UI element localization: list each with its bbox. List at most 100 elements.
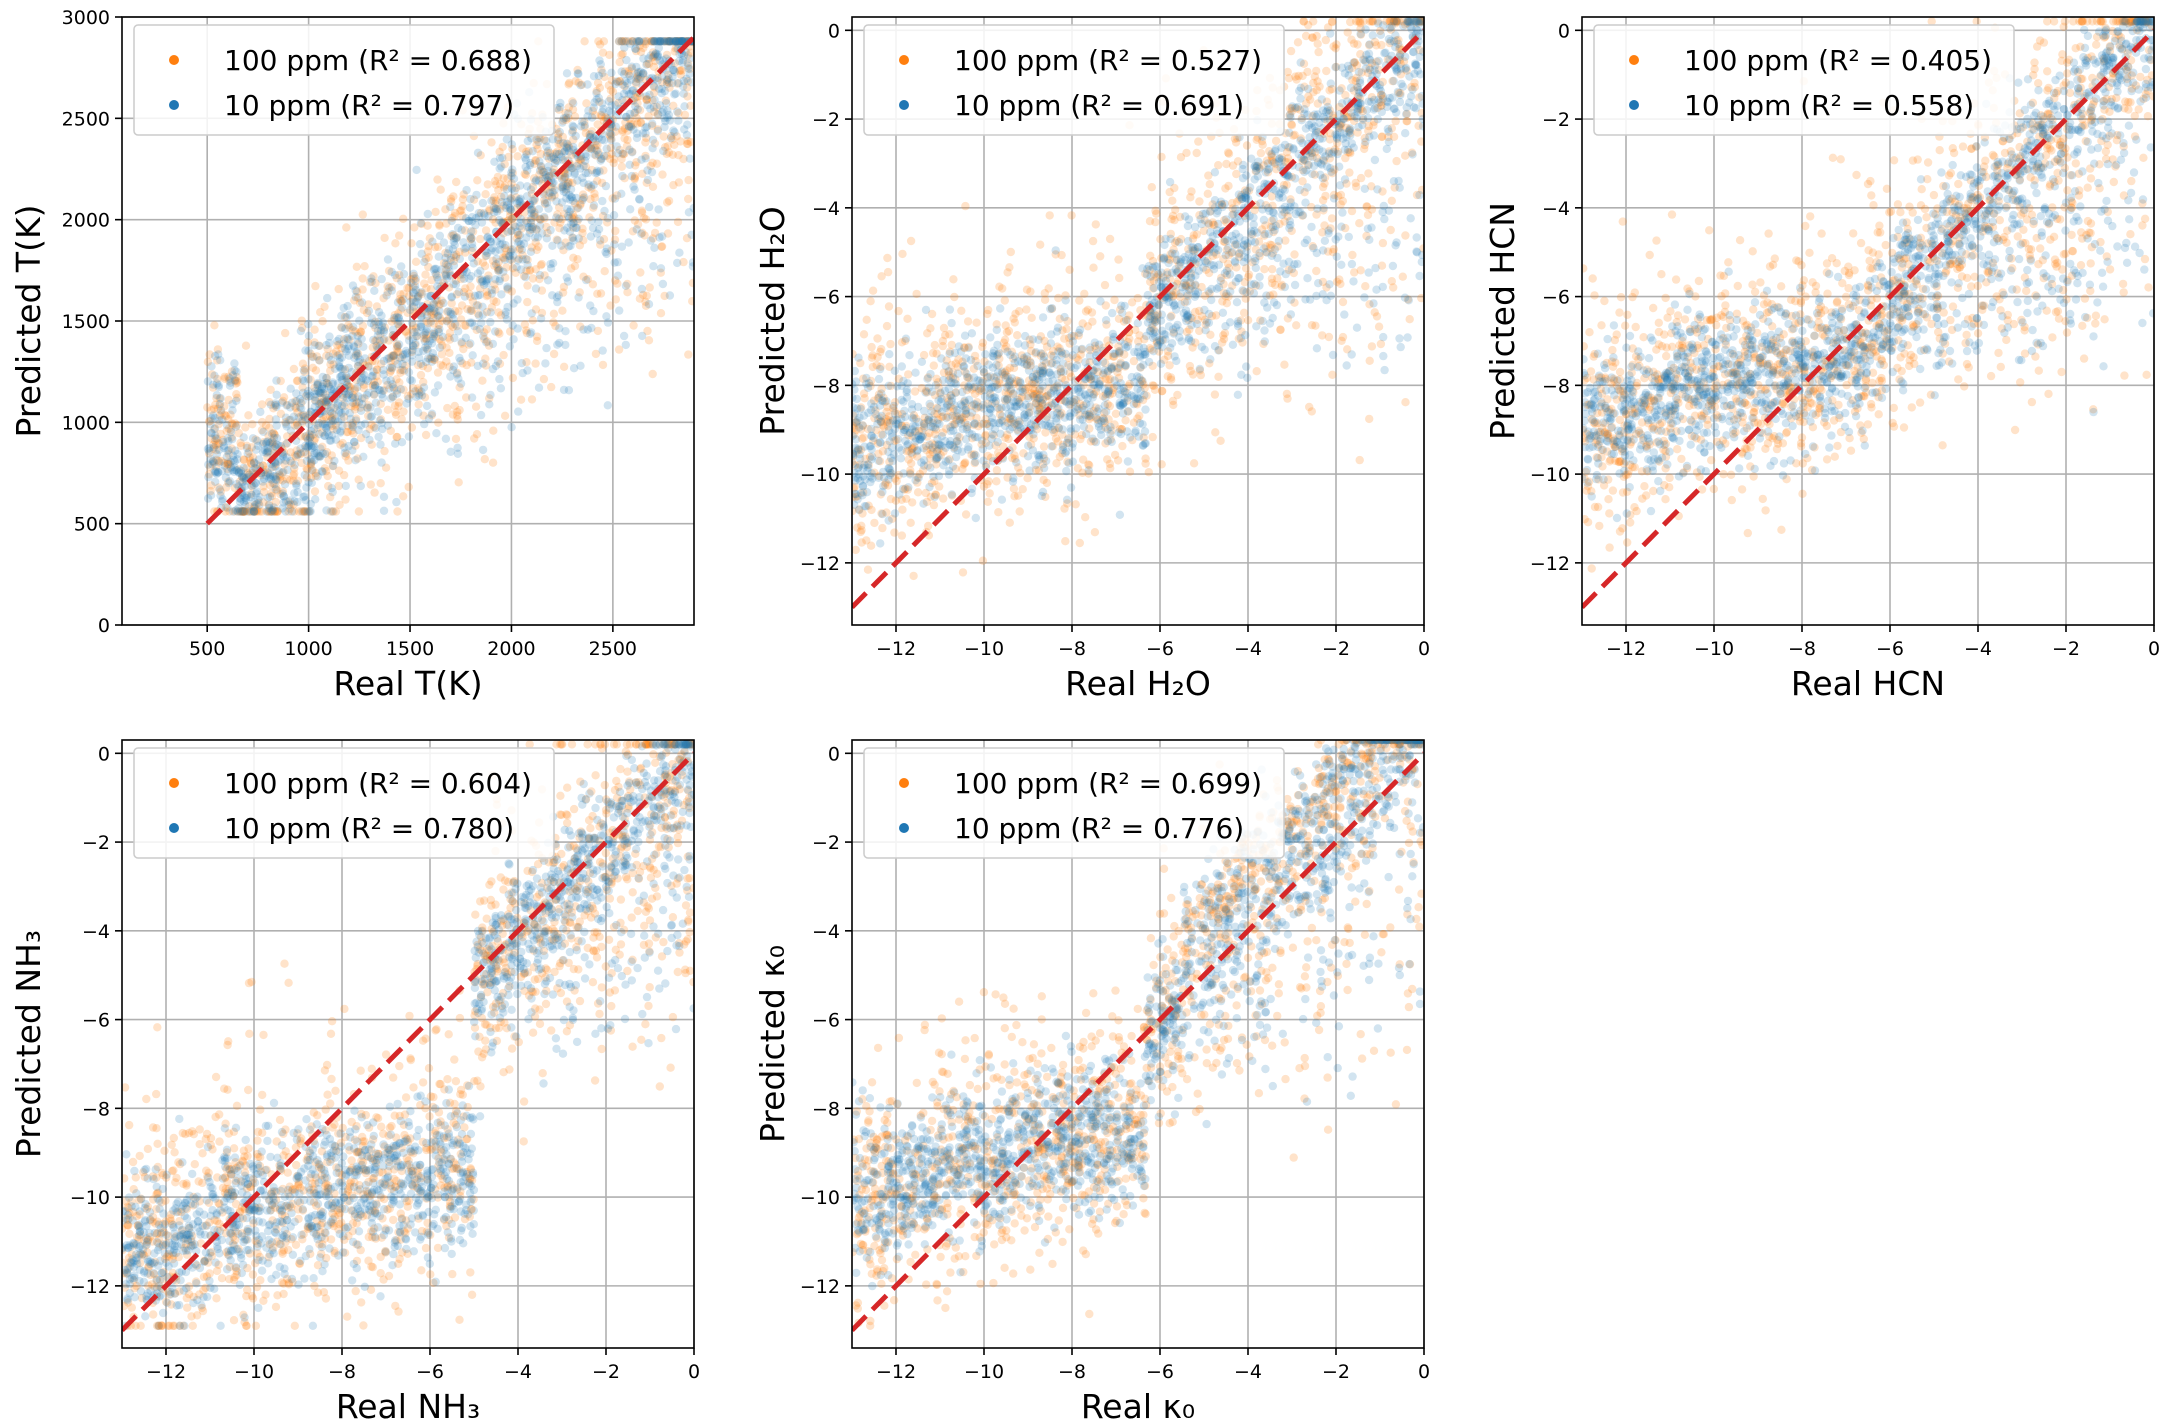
- scatter-point: [417, 249, 426, 258]
- scatter-point: [320, 431, 330, 441]
- scatter-point: [898, 505, 907, 514]
- scatter-point: [527, 206, 536, 215]
- scatter-point: [442, 343, 451, 352]
- scatter-point: [407, 376, 417, 385]
- scatter-point: [557, 147, 567, 156]
- scatter-point: [397, 296, 406, 306]
- scatter-point: [269, 462, 278, 472]
- scatter-point: [365, 425, 374, 434]
- scatter-point: [341, 452, 350, 461]
- scatter-point: [1314, 47, 1323, 57]
- scatter-point: [1214, 260, 1224, 269]
- scatter-point: [514, 237, 524, 246]
- scatter-point: [356, 481, 365, 491]
- y-tick-label: 1500: [62, 311, 110, 333]
- scatter-point: [570, 112, 580, 121]
- scatter-point: [534, 383, 544, 392]
- scatter-point: [404, 291, 414, 301]
- scatter-point: [450, 240, 459, 250]
- scatter-point: [641, 301, 651, 310]
- scatter-point: [498, 153, 507, 163]
- scatter-point: [618, 49, 627, 59]
- scatter-point: [436, 185, 445, 194]
- scatter-point: [558, 118, 567, 127]
- scatter-point: [686, 48, 694, 57]
- scatter-point: [985, 489, 994, 498]
- scatter-point: [522, 147, 531, 156]
- scatter-point: [344, 456, 353, 465]
- scatter-point: [206, 491, 216, 500]
- scatter-point: [570, 213, 579, 222]
- scatter-point: [264, 507, 274, 516]
- scatter-point: [679, 89, 688, 98]
- x-tick-label: 1000: [284, 638, 332, 660]
- scatter-point: [302, 434, 312, 443]
- scatter-point: [562, 143, 571, 152]
- scatter-point: [343, 421, 352, 430]
- scatter-point: [427, 276, 436, 285]
- scatter-point: [1145, 217, 1155, 226]
- scatter-point: [508, 168, 517, 178]
- scatter-point: [245, 456, 254, 465]
- scatter-point: [437, 316, 446, 325]
- scatter-point: [494, 327, 503, 337]
- scatter-point: [412, 331, 422, 341]
- scatter-point: [659, 132, 668, 141]
- scatter-point: [231, 379, 241, 388]
- scatter-point: [591, 111, 600, 120]
- scatter-point: [459, 190, 468, 199]
- scatter-point: [542, 148, 552, 157]
- scatter-point: [963, 317, 973, 326]
- scatter-point: [404, 394, 413, 403]
- scatter-point: [320, 302, 329, 311]
- scatter-point: [221, 507, 230, 516]
- scatter-point: [310, 395, 320, 405]
- scatter-point: [414, 360, 423, 370]
- scatter-point: [497, 197, 506, 207]
- scatter-point: [244, 447, 254, 456]
- scatter-point: [324, 382, 334, 391]
- scatter-point: [1387, 196, 1397, 205]
- scatter-point: [559, 246, 568, 255]
- scatter-point: [399, 492, 408, 501]
- scatter-point: [642, 94, 652, 104]
- scatter-point: [660, 291, 669, 301]
- scatter-point: [311, 471, 320, 481]
- scatter-point: [209, 404, 219, 413]
- scatter-point: [598, 196, 607, 206]
- scatter-point: [515, 244, 525, 253]
- scatter-point: [863, 565, 873, 574]
- scatter-point: [500, 255, 509, 264]
- scatter-point: [435, 343, 444, 352]
- scatter-point: [593, 78, 603, 88]
- scatter-point: [340, 312, 350, 322]
- scatter-point: [488, 364, 497, 374]
- scatter-point: [639, 43, 648, 53]
- scatter-point: [357, 433, 366, 443]
- scatter-point: [280, 480, 290, 489]
- scatter-point: [460, 321, 469, 330]
- scatter-point: [293, 408, 302, 417]
- scatter-point: [494, 264, 503, 274]
- scatter-point: [451, 280, 461, 289]
- scatter-point: [634, 37, 644, 46]
- scatter-point: [600, 72, 609, 82]
- scatter-point: [220, 374, 229, 383]
- scatter-point: [445, 348, 454, 358]
- scatter-point: [411, 340, 420, 350]
- scatter-point: [272, 507, 282, 516]
- scatter-point: [405, 305, 415, 315]
- scatter-point: [1054, 293, 1063, 303]
- scatter-point: [242, 443, 252, 453]
- scatter-point: [1294, 71, 1303, 81]
- scatter-point: [972, 318, 981, 327]
- scatter-point: [264, 431, 273, 440]
- scatter-point: [426, 285, 436, 294]
- scatter-point: [609, 155, 619, 164]
- scatter-point: [350, 405, 360, 414]
- scatter-point: [292, 376, 302, 386]
- scatter-point: [326, 492, 335, 502]
- scatter-point: [501, 273, 510, 282]
- scatter-point: [466, 305, 476, 314]
- scatter-point: [472, 430, 482, 439]
